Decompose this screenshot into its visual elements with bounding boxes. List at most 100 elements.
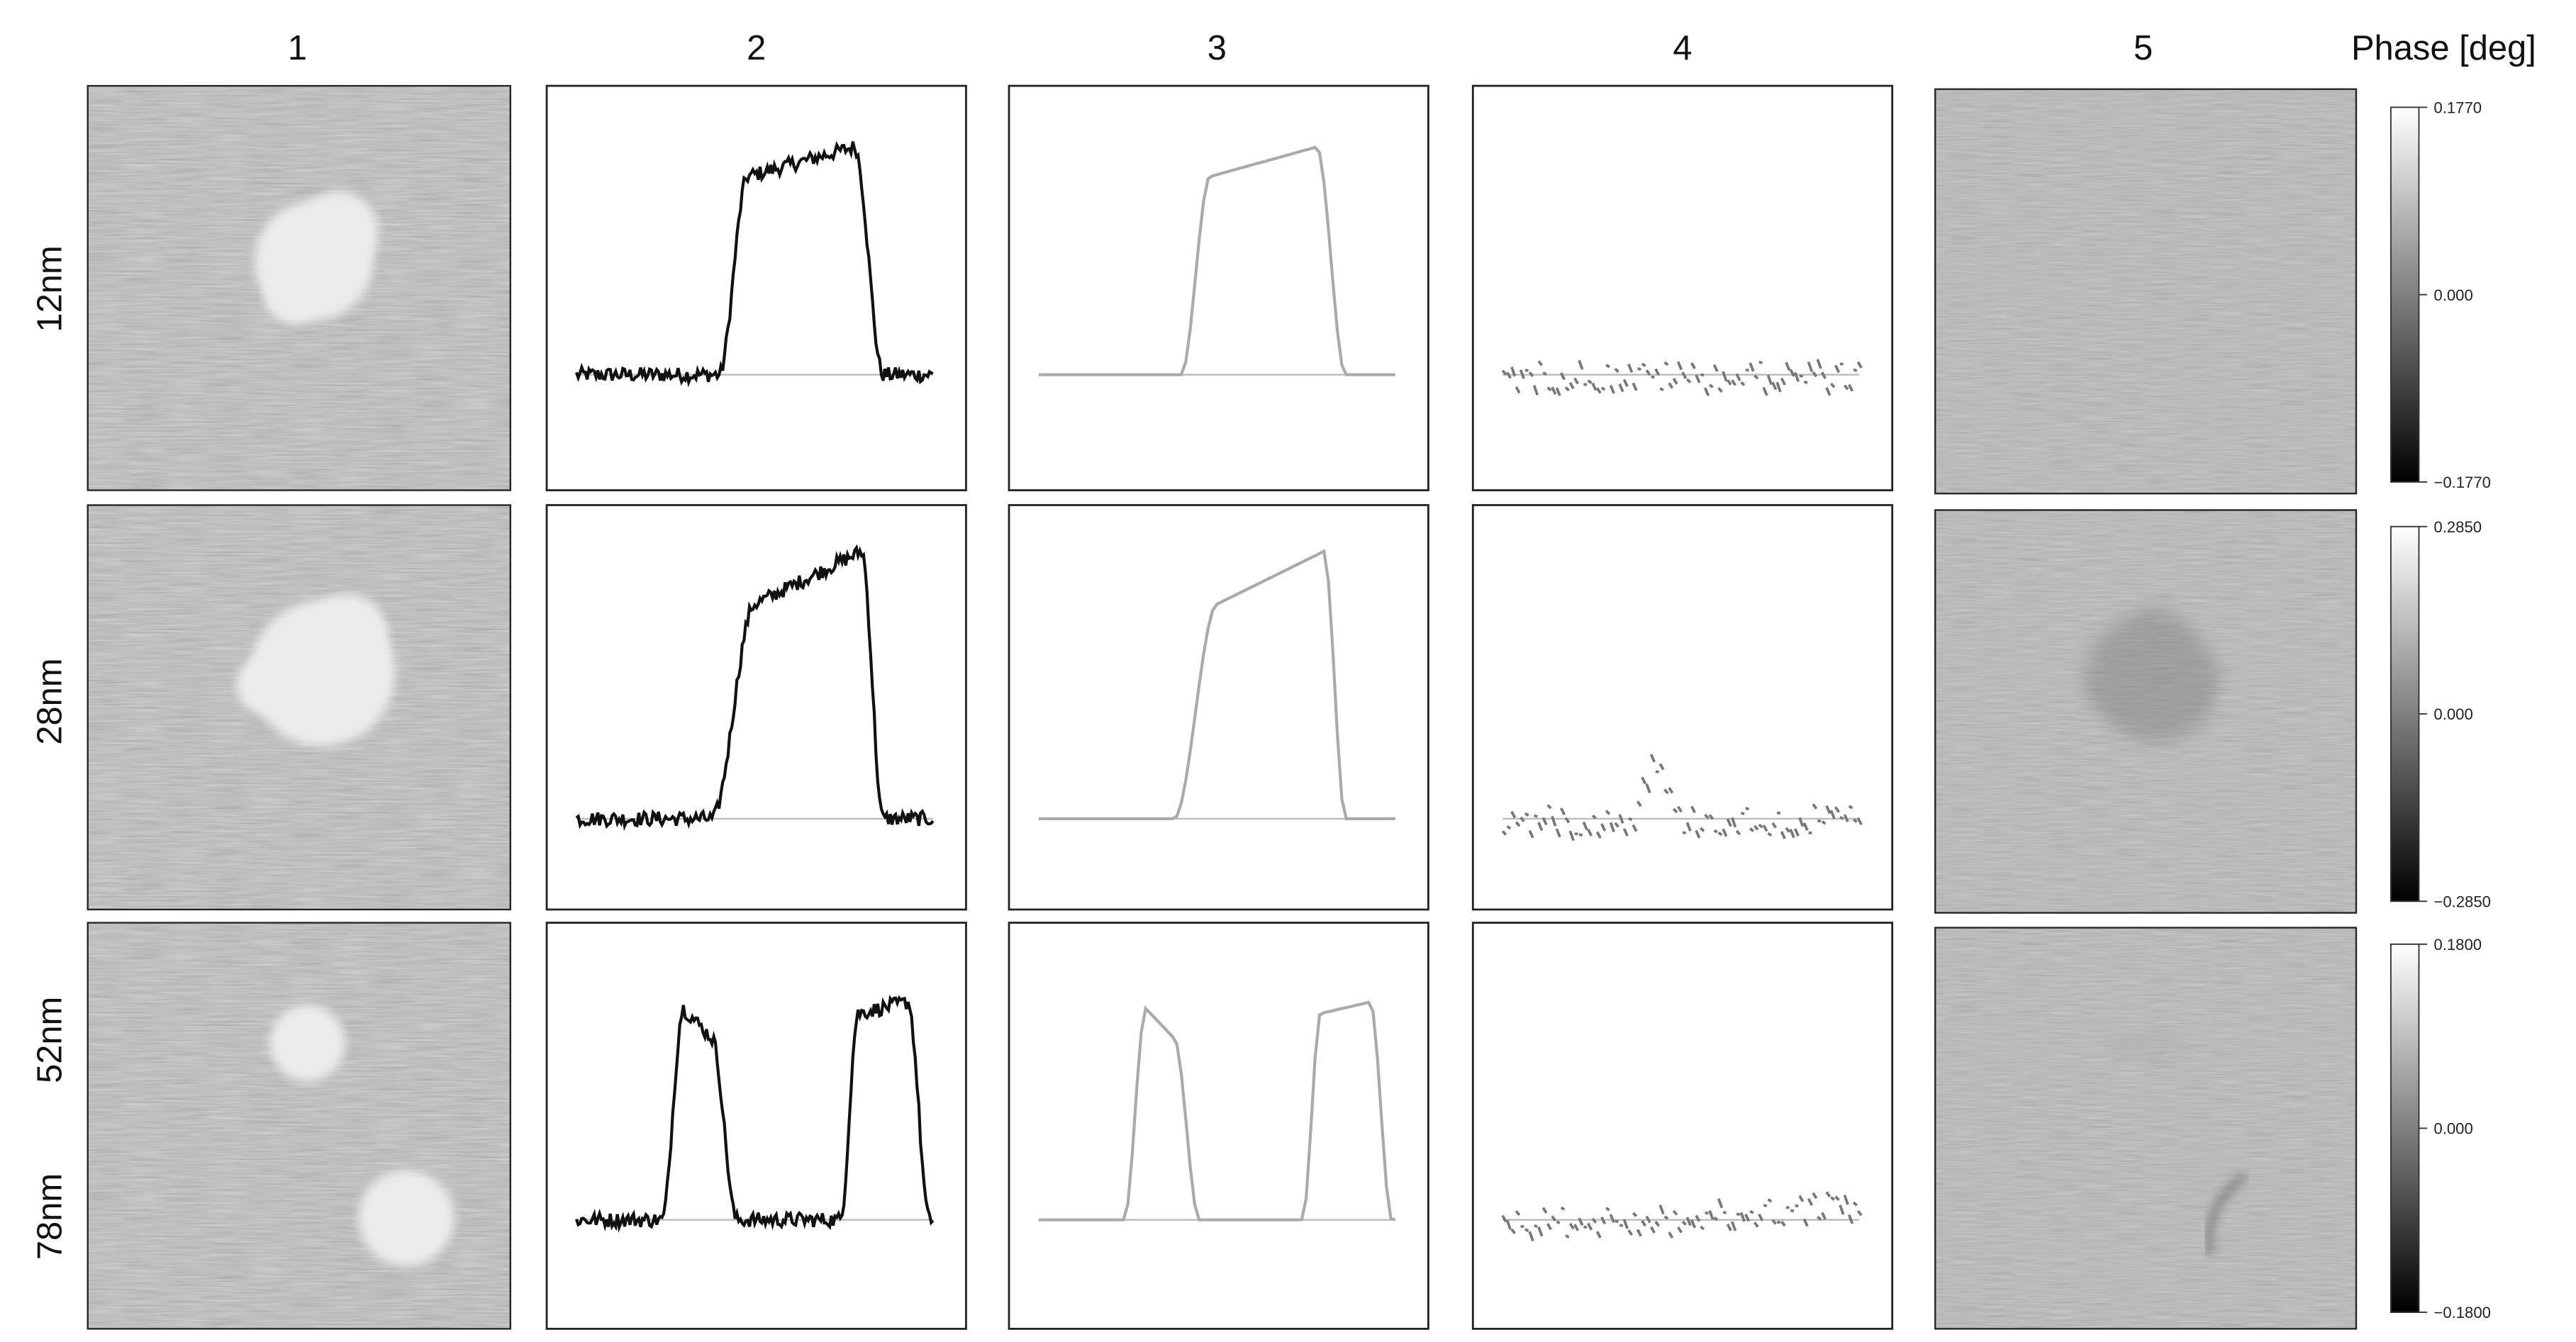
plot-frame: [1008, 84, 1429, 491]
residual-dash: [1807, 361, 1814, 373]
residual-dash: [1685, 822, 1692, 832]
residual-dash: [1686, 378, 1692, 384]
residual-dash: [1568, 830, 1575, 841]
residual-dash: [1712, 364, 1719, 372]
residual-dash: [1654, 368, 1661, 376]
image-frame: [1934, 88, 2358, 495]
residual-dash: [1578, 359, 1584, 370]
residual-dash: [1573, 1224, 1580, 1231]
phase-feature: [2102, 1033, 2185, 1060]
residual-dash: [1807, 1198, 1813, 1207]
residual-dash: [1758, 360, 1763, 364]
residual-dash: [1700, 1225, 1705, 1231]
colorbar-label: 0.000: [2433, 1120, 2472, 1138]
residual-dash: [1771, 822, 1778, 829]
residual-dash: [1829, 382, 1836, 388]
residual-dash: [1843, 1195, 1849, 1205]
residual-dash: [1825, 386, 1831, 396]
residual-dash: [1560, 372, 1566, 381]
residual-dash: [1762, 824, 1768, 832]
row-label: 28nm: [30, 658, 69, 744]
residual-dash: [1681, 1220, 1687, 1226]
profile: [574, 140, 934, 388]
residual-dash: [1555, 828, 1561, 838]
image-frame: [87, 504, 511, 911]
residual-dash: [1739, 1212, 1746, 1222]
residual-dash: [1628, 817, 1633, 822]
residual-dash: [1705, 1211, 1709, 1215]
residual-dash: [1821, 1212, 1827, 1220]
residual-dash: [1591, 814, 1597, 820]
residual-dash: [1816, 359, 1822, 369]
residual-dash: [1856, 361, 1863, 369]
residual-dash: [1798, 1195, 1805, 1202]
residual-dash: [1515, 386, 1521, 394]
residual-dash: [1600, 1217, 1607, 1225]
residual-dash: [1627, 363, 1634, 373]
residual-dash: [1622, 1219, 1629, 1229]
residual-dash: [1812, 803, 1818, 810]
residual-dash: [1722, 828, 1728, 837]
residual-dash: [1520, 1224, 1524, 1229]
residual-dash: [1524, 369, 1529, 372]
residual-dash: [1708, 384, 1714, 388]
residual-dash: [1682, 831, 1686, 834]
residual-dash: [1614, 822, 1619, 828]
residual-dash: [1587, 379, 1593, 385]
residual-dash: [1546, 386, 1552, 392]
residual-dash: [1595, 387, 1602, 394]
colorbar: [2390, 106, 2420, 483]
phase-feature: [2205, 1173, 2248, 1256]
column-header: 1: [288, 29, 307, 67]
colorbar: [2390, 525, 2420, 902]
residual-dash: [1600, 823, 1607, 832]
residual-dash: [1717, 386, 1723, 393]
residual-dash: [1771, 1219, 1777, 1225]
residual-dash: [1695, 1214, 1701, 1222]
residual-dash: [1821, 371, 1827, 379]
residual-dash: [1817, 819, 1822, 823]
residual-dash: [1704, 813, 1710, 820]
residual-dash: [1758, 1213, 1764, 1221]
plot-frame: [545, 922, 967, 1330]
residual-dash: [1587, 829, 1593, 837]
residual-dash: [1573, 377, 1579, 385]
residual-dash: [1641, 362, 1646, 367]
residual-dash: [1789, 829, 1795, 839]
plot-frame: [1471, 504, 1894, 911]
residual-dash: [1767, 832, 1773, 837]
residual-dash: [1793, 828, 1800, 837]
residual-dash: [1532, 384, 1539, 396]
column-header: 2: [747, 29, 766, 67]
residual-dash: [1605, 364, 1610, 369]
residual-dash: [1834, 1195, 1840, 1202]
residual-dash: [1726, 1224, 1732, 1231]
residual-dash: [1780, 377, 1786, 386]
residual-dash: [1663, 361, 1669, 367]
residual-dash: [1627, 1229, 1634, 1236]
residual-dash: [1817, 1216, 1822, 1221]
residual-dash: [1821, 820, 1827, 825]
residual-dash: [1713, 829, 1718, 834]
residual-dash: [1505, 1219, 1512, 1231]
residual-dash: [1524, 1228, 1529, 1233]
residual-dash: [1591, 1217, 1598, 1224]
colorbar-label: 0.1770: [2433, 99, 2482, 116]
residual-dash: [1753, 374, 1759, 380]
residual-dash: [1560, 1206, 1566, 1211]
plot-frame: [1008, 504, 1429, 911]
residual-dash: [1834, 806, 1840, 813]
residual-dash: [1542, 371, 1547, 376]
residual-dash: [1528, 1231, 1534, 1242]
residual-dash: [1528, 829, 1534, 839]
plot-frame: [1008, 922, 1429, 1330]
residual-dash: [1766, 374, 1773, 386]
residual-dash: [1735, 829, 1741, 836]
residual-dash: [1713, 1217, 1719, 1221]
column-header: 3: [1208, 29, 1227, 67]
residual-dash: [1856, 817, 1863, 825]
residual-dash: [1856, 1209, 1863, 1217]
residual-dash: [1578, 833, 1583, 837]
residual-dash: [1848, 1214, 1854, 1224]
residual-dash: [1541, 817, 1548, 826]
